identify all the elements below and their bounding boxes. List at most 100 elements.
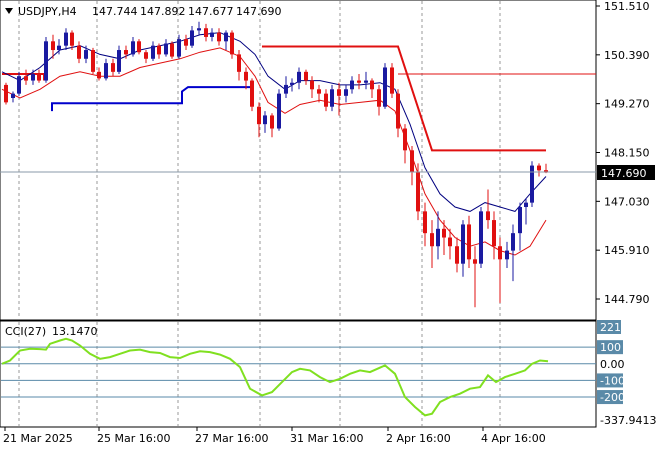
candle-body: [117, 50, 121, 72]
candle-body: [524, 202, 528, 208]
candle-body: [410, 150, 414, 173]
candle-body: [377, 89, 381, 107]
candle-body: [91, 50, 95, 72]
candle-body: [237, 54, 241, 72]
candle-body: [461, 224, 465, 264]
open-value: 147.744: [92, 5, 138, 18]
cci-tick-label: -100: [600, 374, 625, 387]
cci-tick-label: 0.00: [600, 358, 625, 371]
time-tick-label: 21 Mar 2025: [3, 432, 73, 445]
candle-body: [486, 211, 490, 221]
support-step: [51, 86, 250, 112]
candle-body: [530, 165, 534, 203]
cci-level-tag: [597, 340, 623, 355]
price-tick-label: 144.790: [604, 293, 650, 306]
cci-level-tag: [597, 373, 623, 388]
indicator-frame: [0, 320, 597, 428]
candle-body: [277, 93, 281, 129]
candle-body: [204, 28, 208, 37]
candle-body: [170, 43, 174, 57]
candle-body: [430, 233, 434, 247]
time-tick-label: 4 Apr 16:00: [481, 432, 546, 445]
candle-body: [518, 207, 522, 234]
candle-body: [310, 80, 314, 90]
candle-body: [344, 89, 348, 96]
candle-body: [416, 172, 420, 212]
low-value: 147.677: [188, 5, 234, 18]
cci-tick-label: 100: [600, 341, 621, 354]
candle-body: [124, 50, 128, 55]
candle-body: [51, 41, 55, 51]
candle-body: [505, 250, 509, 260]
price-tick-label: 151.510: [604, 0, 650, 13]
candle-body: [131, 41, 135, 55]
chart-header: USDJPY,H4 147.744 147.892 147.677 147.69…: [5, 5, 282, 18]
candle-body: [473, 259, 477, 264]
current-price-tag: 147.690: [597, 165, 655, 180]
candle-body: [104, 63, 108, 79]
candle-body: [217, 32, 221, 42]
candle-body: [396, 93, 400, 129]
close-value: 147.690: [236, 5, 282, 18]
candle-body: [37, 74, 41, 81]
candle-body: [479, 211, 483, 264]
cci-level-tag: [597, 320, 621, 334]
candle-body: [436, 228, 440, 247]
price-tick-label: 145.910: [604, 244, 650, 257]
price-tick-label: 147.030: [604, 195, 650, 208]
candle-body: [64, 32, 68, 46]
vertical-grid: [18, 1, 501, 426]
candle-body: [177, 39, 181, 57]
candle-body: [423, 211, 427, 234]
candle-body: [337, 89, 341, 96]
candle-body: [284, 84, 288, 94]
candle-body: [467, 224, 471, 260]
candle-body: [492, 220, 496, 247]
candle-body: [544, 170, 548, 173]
candle-body: [164, 43, 168, 55]
candle-body: [244, 71, 248, 81]
candle-body: [350, 80, 354, 90]
cci-tick-label: 221.1297: [600, 321, 653, 334]
candle-body: [224, 32, 228, 42]
candle-body: [157, 45, 161, 55]
candle-body: [151, 45, 155, 59]
cci-level-tag: [597, 390, 623, 405]
symbol-label: USDJPY,H4: [18, 5, 77, 18]
price-tick-label: 150.390: [604, 49, 650, 62]
candle-body: [77, 45, 81, 59]
candle-body: [257, 106, 261, 125]
candle-body: [290, 82, 294, 85]
candle-body: [364, 80, 368, 83]
candle-body: [111, 63, 115, 72]
candle-body: [250, 80, 254, 107]
candle-body: [84, 50, 88, 59]
candle-body: [57, 45, 61, 51]
collapse-triangle-icon[interactable]: [5, 8, 13, 14]
cci-axis: 221.1297 100 0.00 -100 -200 -337.9413: [597, 320, 656, 427]
candle-body: [137, 41, 141, 53]
time-tick-label: 25 Mar 16:00: [97, 432, 170, 445]
high-value: 147.892: [140, 5, 186, 18]
candle-body: [455, 246, 459, 264]
cci-level-lines: [1, 346, 596, 398]
candle-body: [263, 115, 267, 125]
candle-body: [190, 30, 194, 46]
cci-tick-label: -200: [600, 391, 625, 404]
candle-body: [511, 233, 515, 251]
cci-value: 13.1470: [52, 325, 98, 338]
candle-body: [297, 71, 301, 83]
candle-body: [197, 28, 201, 31]
cci-line: [1, 337, 549, 417]
candle-body: [403, 128, 407, 151]
candle-body: [537, 165, 541, 171]
candle-body: [4, 84, 8, 103]
current-price-label: 147.690: [601, 167, 647, 180]
candle-body: [11, 93, 15, 98]
candle-body: [317, 89, 321, 94]
candlestick-series: [4, 21, 548, 308]
candle-body: [442, 228, 446, 238]
candle-body: [330, 89, 334, 107]
cci-label: CCI(27): [5, 325, 46, 338]
